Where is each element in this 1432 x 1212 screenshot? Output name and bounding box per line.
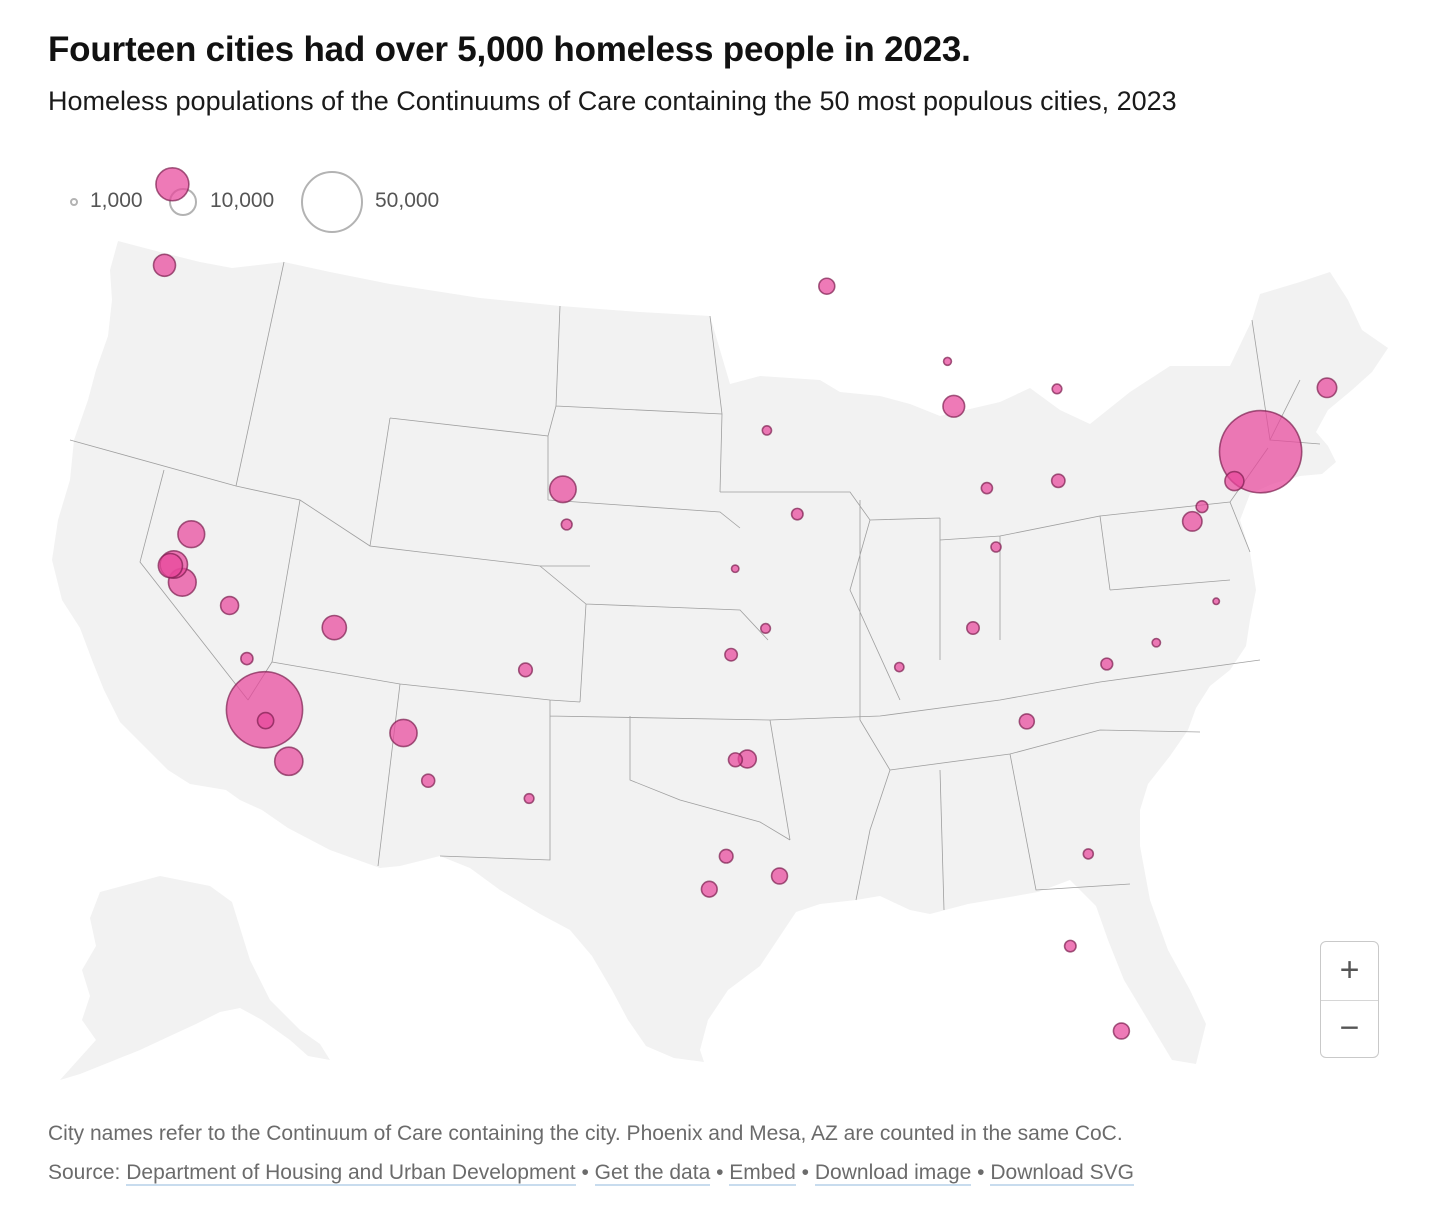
page-subtitle: Homeless populations of the Continuums o… bbox=[48, 86, 1177, 116]
city-bubble[interactable] bbox=[1063, 939, 1077, 953]
city-bubble[interactable] bbox=[517, 662, 534, 678]
page-title: Fourteen cities had over 5,000 homeless … bbox=[48, 30, 971, 69]
city-bubble[interactable] bbox=[1316, 377, 1338, 399]
city-bubble[interactable] bbox=[389, 718, 418, 748]
legend-circle-small bbox=[69, 197, 79, 207]
city-bubble[interactable] bbox=[256, 711, 275, 730]
minus-icon: − bbox=[1339, 1009, 1360, 1048]
source-link[interactable]: Department of Housing and Urban Developm… bbox=[126, 1161, 576, 1186]
city-bubble[interactable] bbox=[1051, 383, 1063, 395]
city-bubble[interactable] bbox=[790, 507, 804, 521]
city-bubble[interactable] bbox=[155, 167, 190, 202]
separator: • bbox=[795, 1161, 815, 1184]
city-bubble[interactable] bbox=[1050, 473, 1066, 489]
city-bubble[interactable] bbox=[818, 277, 836, 295]
city-bubble[interactable] bbox=[1018, 713, 1036, 730]
city-bubble[interactable] bbox=[893, 661, 905, 673]
city-bubble[interactable] bbox=[730, 564, 740, 574]
city-bubble[interactable] bbox=[219, 595, 240, 616]
city-bubble[interactable] bbox=[727, 752, 744, 768]
legend-label-large: 50,000 bbox=[375, 189, 440, 212]
land-alaska bbox=[60, 876, 330, 1080]
zoom-control: + − bbox=[1320, 941, 1379, 1058]
legend-circle-large bbox=[301, 171, 363, 233]
footnote: City names refer to the Continuum of Car… bbox=[48, 1122, 1123, 1145]
state-borders bbox=[69, 261, 1321, 911]
zoom-out-button[interactable]: − bbox=[1321, 999, 1378, 1058]
city-bubble[interactable] bbox=[1151, 637, 1162, 648]
separator: • bbox=[575, 1161, 595, 1184]
city-bubble[interactable] bbox=[761, 424, 773, 436]
city-bubble[interactable] bbox=[700, 880, 718, 898]
city-bubble[interactable] bbox=[1218, 409, 1303, 494]
city-bubble[interactable] bbox=[990, 541, 1002, 553]
city-bubble[interactable] bbox=[560, 518, 573, 531]
legend-label-medium: 10,000 bbox=[210, 189, 275, 212]
zoom-in-button[interactable]: + bbox=[1321, 942, 1378, 1000]
city-bubble[interactable] bbox=[1112, 1022, 1131, 1040]
city-bubble[interactable] bbox=[420, 773, 436, 789]
embed-link[interactable]: Embed bbox=[729, 1161, 796, 1186]
city-bubble[interactable] bbox=[1195, 500, 1209, 514]
city-bubble[interactable] bbox=[523, 792, 535, 805]
city-bubble[interactable] bbox=[240, 651, 254, 666]
city-bubble[interactable] bbox=[980, 481, 994, 495]
city-bubble[interactable] bbox=[965, 620, 980, 635]
city-bubble[interactable] bbox=[942, 394, 966, 418]
bubble-layer bbox=[152, 167, 1338, 1040]
city-bubble[interactable] bbox=[177, 520, 206, 549]
source-line: Source: Department of Housing and Urban … bbox=[48, 1161, 1134, 1186]
source-label: Source: bbox=[48, 1161, 127, 1184]
city-bubble[interactable] bbox=[152, 253, 177, 278]
city-bubble[interactable] bbox=[1082, 848, 1095, 860]
download-image-link[interactable]: Download image bbox=[814, 1161, 972, 1186]
get-data-link[interactable]: Get the data bbox=[594, 1161, 711, 1186]
separator: • bbox=[710, 1161, 730, 1184]
city-bubble[interactable] bbox=[1100, 657, 1114, 671]
city-bubble[interactable] bbox=[942, 356, 953, 367]
city-bubble[interactable] bbox=[770, 867, 789, 885]
city-bubble[interactable] bbox=[718, 848, 734, 864]
city-bubble[interactable] bbox=[759, 622, 772, 635]
city-bubble[interactable] bbox=[1212, 597, 1221, 606]
city-bubble[interactable] bbox=[1224, 470, 1245, 492]
city-bubble[interactable] bbox=[273, 746, 304, 777]
city-bubble[interactable] bbox=[1181, 510, 1203, 532]
city-bubble[interactable] bbox=[225, 670, 304, 749]
city-bubble[interactable] bbox=[724, 647, 739, 662]
land-lower48 bbox=[52, 241, 1388, 1064]
download-svg-link[interactable]: Download SVG bbox=[990, 1161, 1134, 1186]
legend-label-small: 1,000 bbox=[90, 189, 143, 212]
separator: • bbox=[971, 1161, 991, 1184]
plus-icon: + bbox=[1339, 951, 1360, 990]
city-bubble[interactable] bbox=[157, 552, 184, 579]
city-bubble[interactable] bbox=[548, 475, 577, 504]
city-bubble[interactable] bbox=[321, 614, 348, 641]
land-layer bbox=[52, 241, 1388, 1080]
